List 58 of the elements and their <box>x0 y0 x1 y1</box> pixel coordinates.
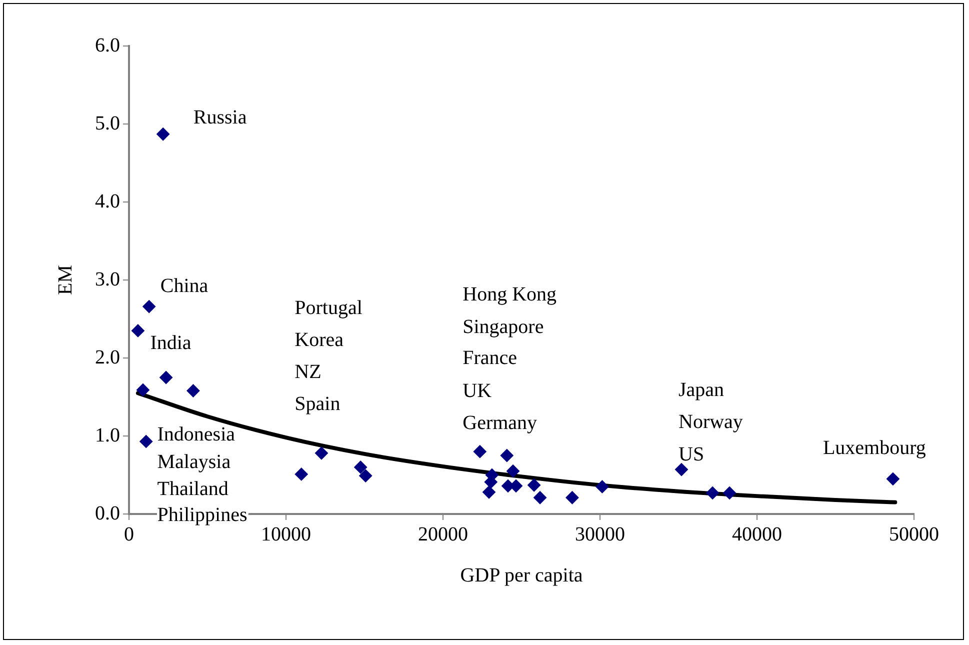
annotation: Portugal <box>294 296 363 319</box>
x-axis-title: GDP per capita <box>460 564 583 586</box>
point <box>706 486 720 500</box>
point <box>131 324 144 338</box>
annotation: Japan <box>678 379 724 402</box>
y-tick-label: 1.0 <box>95 424 120 446</box>
point <box>534 491 547 504</box>
point <box>566 491 579 504</box>
annotation: Korea <box>294 329 344 352</box>
point <box>482 486 496 499</box>
point <box>294 468 308 481</box>
annotation: China <box>160 274 208 297</box>
y-tick-label: 0.0 <box>95 502 120 524</box>
x-tick-label: 0 <box>124 523 134 546</box>
point <box>156 128 170 141</box>
point <box>528 478 541 492</box>
point <box>160 371 173 384</box>
point <box>359 469 372 482</box>
point <box>674 463 688 476</box>
x-tick-label: 40000 <box>732 523 782 546</box>
annotation: Malaysia <box>157 451 231 474</box>
point <box>886 472 900 486</box>
y-tick-label: 3.0 <box>95 268 120 290</box>
x-tick-label: 10000 <box>261 523 311 546</box>
annotation: France <box>462 346 518 369</box>
annotation: Norway <box>678 410 743 433</box>
annotation: UK <box>462 380 492 402</box>
point <box>314 446 328 460</box>
point <box>506 464 520 478</box>
annotation: Philippines <box>157 504 248 526</box>
y-tick-label: 5.0 <box>95 112 120 134</box>
y-tick-label: 4.0 <box>95 190 120 212</box>
point <box>354 460 368 474</box>
annotation: Germany <box>462 412 538 434</box>
annotation: Luxembourg <box>822 437 926 460</box>
annotation: Singapore <box>462 316 544 338</box>
point <box>596 480 609 494</box>
point <box>140 434 153 448</box>
point <box>723 486 736 500</box>
annotation: Hong Kong <box>462 284 557 306</box>
y-tick-label: 6.0 <box>95 34 120 56</box>
annotation: Thailand <box>157 478 228 500</box>
point <box>186 384 200 398</box>
x-tick-label: 30000 <box>575 523 625 546</box>
annotation: US <box>678 443 704 466</box>
point <box>473 445 486 458</box>
annotation: NZ <box>294 360 322 383</box>
point <box>136 383 150 396</box>
annotation: Indonesia <box>157 424 236 446</box>
x-tick-label: 50000 <box>889 523 939 546</box>
point <box>142 300 156 314</box>
annotation: Russia <box>193 106 247 128</box>
annotation: India <box>150 332 192 354</box>
y-axis-title: EM <box>54 264 76 295</box>
y-tick-label: 2.0 <box>95 346 120 368</box>
annotation: Spain <box>294 393 340 416</box>
x-tick-label: 20000 <box>418 523 468 546</box>
point <box>500 449 514 462</box>
